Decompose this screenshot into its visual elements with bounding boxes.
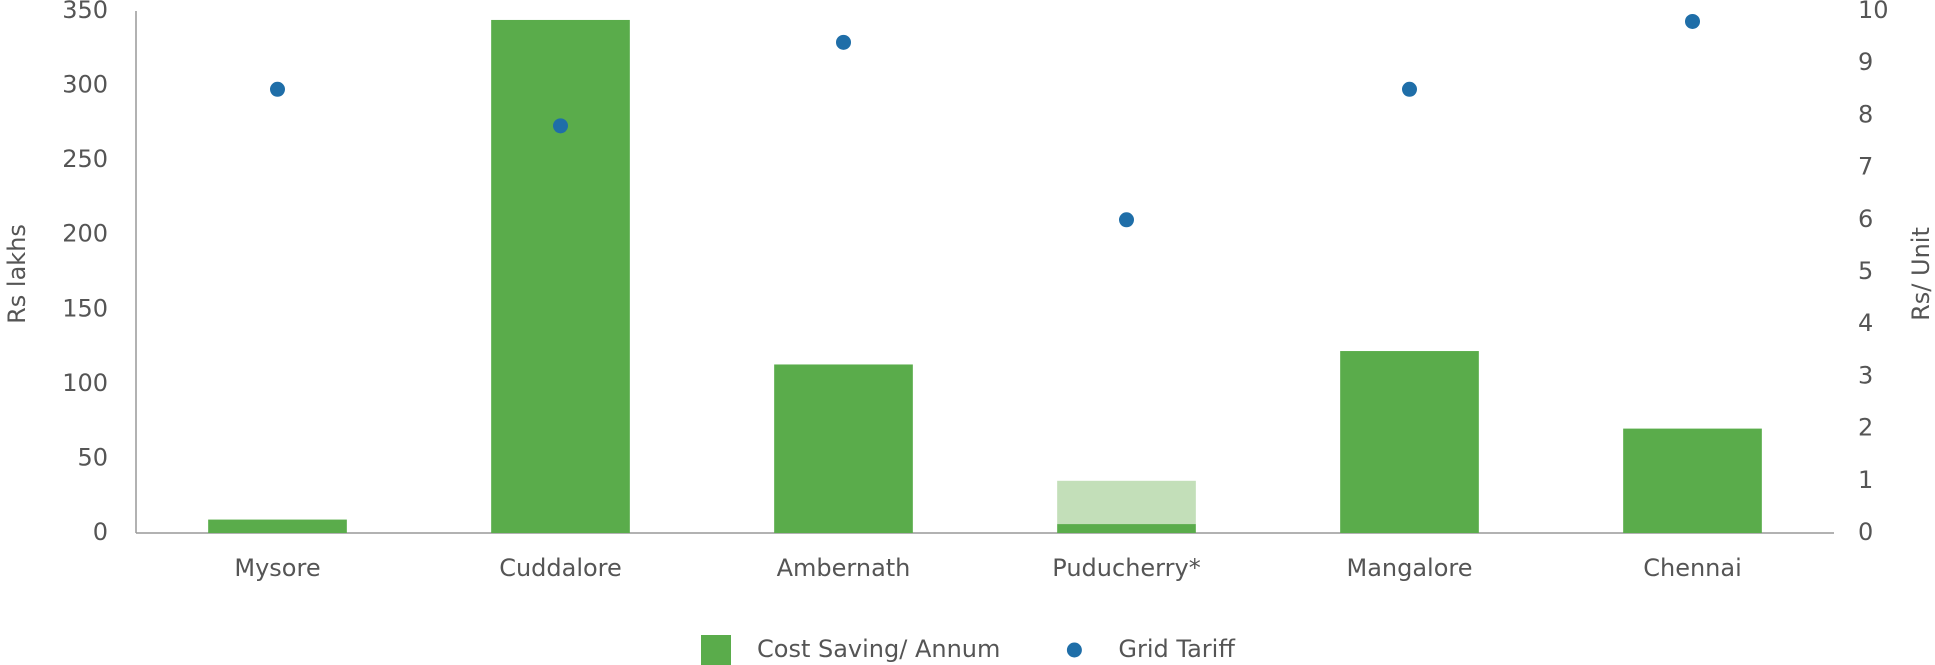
bar [1623,428,1762,533]
dot [553,118,568,134]
y-tick-label: 150 [62,294,108,322]
bar [1057,480,1196,525]
y2-tick-label: 7 [1858,153,1873,181]
legend-label: Cost Saving/ Annum [757,635,1000,663]
y2-tick-label: 1 [1858,466,1873,494]
x-tick-label: Cuddalore [499,554,622,582]
x-tick-label: Ambernath [777,554,911,582]
y-tick-label: 350 [62,0,108,24]
y2-axis-title: Rs/ Unit [1907,227,1935,321]
y-axis-title: Rs lakhs [3,224,31,324]
y2-tick-label: 3 [1858,361,1873,389]
y-tick-label: 100 [62,369,108,397]
y2-tick-label: 8 [1858,100,1873,128]
dot [1685,13,1700,29]
y2-tick-label: 5 [1858,257,1873,285]
dot [270,81,285,97]
dot [1119,212,1134,228]
y-tick-label: 300 [62,71,108,99]
y-tick-label: 0 [93,518,108,546]
dot [836,34,851,50]
y2-tick-label: 6 [1858,205,1873,233]
bar [1057,524,1196,533]
y2-tick-label: 4 [1858,309,1873,337]
y-tick-label: 200 [62,220,108,248]
bar [1340,351,1479,533]
x-tick-label: Chennai [1643,554,1742,582]
x-tick-label: Puducherry* [1052,554,1200,582]
y2-tick-label: 9 [1858,48,1873,76]
x-tick-label: Mysore [234,554,320,582]
legend-swatch [1066,642,1082,658]
y2-tick-label: 10 [1858,0,1889,24]
bar [208,519,347,533]
y-tick-label: 50 [77,443,108,471]
y2-tick-label: 0 [1858,518,1873,546]
y-tick-label: 250 [62,145,108,173]
bar [774,364,913,533]
x-tick-label: Mangalore [1346,554,1472,582]
bar [491,19,630,534]
legend-label: Grid Tariff [1118,635,1235,663]
legend-swatch [701,635,731,665]
dot [1402,81,1417,97]
y2-tick-label: 2 [1858,414,1873,442]
